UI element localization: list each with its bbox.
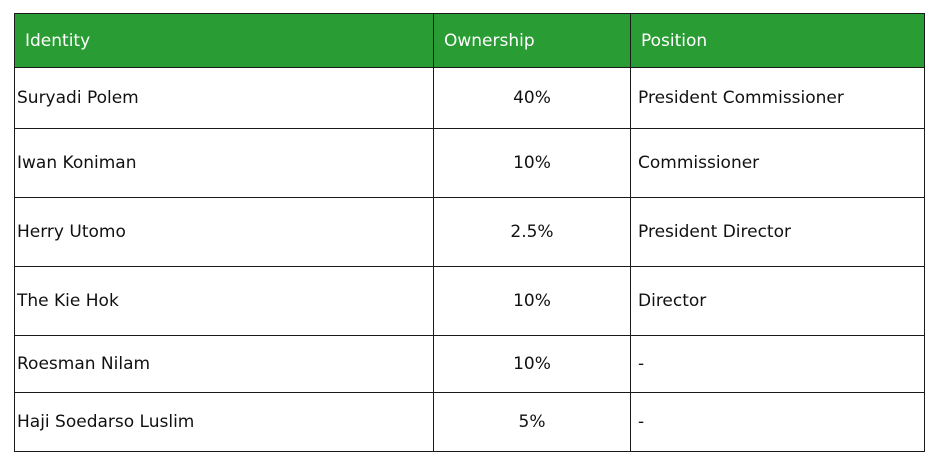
table-row: The Kie Hok 10% Director bbox=[14, 266, 925, 336]
table-header: Identity Ownership Position bbox=[14, 13, 925, 68]
cell-identity: Haji Soedarso Luslim bbox=[14, 392, 434, 452]
cell-ownership: 2.5% bbox=[433, 197, 631, 267]
cell-position: Director bbox=[630, 266, 925, 336]
cell-position: - bbox=[630, 392, 925, 452]
cell-ownership: 10% bbox=[433, 128, 631, 198]
table-row: Suryadi Polem 40% President Commissioner bbox=[14, 67, 925, 129]
header-position: Position bbox=[630, 13, 925, 68]
header-row: Identity Ownership Position bbox=[14, 13, 925, 68]
cell-identity: Suryadi Polem bbox=[14, 67, 434, 129]
cell-position: - bbox=[630, 335, 925, 393]
cell-identity: Roesman Nilam bbox=[14, 335, 434, 393]
cell-ownership: 5% bbox=[433, 392, 631, 452]
cell-position: President Commissioner bbox=[630, 67, 925, 129]
header-identity: Identity bbox=[14, 13, 434, 68]
cell-position: Commissioner bbox=[630, 128, 925, 198]
ownership-table: Identity Ownership Position Suryadi Pole… bbox=[14, 13, 925, 452]
cell-identity: The Kie Hok bbox=[14, 266, 434, 336]
cell-ownership: 40% bbox=[433, 67, 631, 129]
cell-identity: Iwan Koniman bbox=[14, 128, 434, 198]
table-body: Suryadi Polem 40% President Commissioner… bbox=[14, 67, 925, 452]
header-ownership: Ownership bbox=[433, 13, 631, 68]
cell-position: President Director bbox=[630, 197, 925, 267]
table-row: Herry Utomo 2.5% President Director bbox=[14, 197, 925, 267]
table-row: Roesman Nilam 10% - bbox=[14, 335, 925, 393]
cell-identity: Herry Utomo bbox=[14, 197, 434, 267]
table-row: Haji Soedarso Luslim 5% - bbox=[14, 392, 925, 452]
table-row: Iwan Koniman 10% Commissioner bbox=[14, 128, 925, 198]
cell-ownership: 10% bbox=[433, 335, 631, 393]
cell-ownership: 10% bbox=[433, 266, 631, 336]
